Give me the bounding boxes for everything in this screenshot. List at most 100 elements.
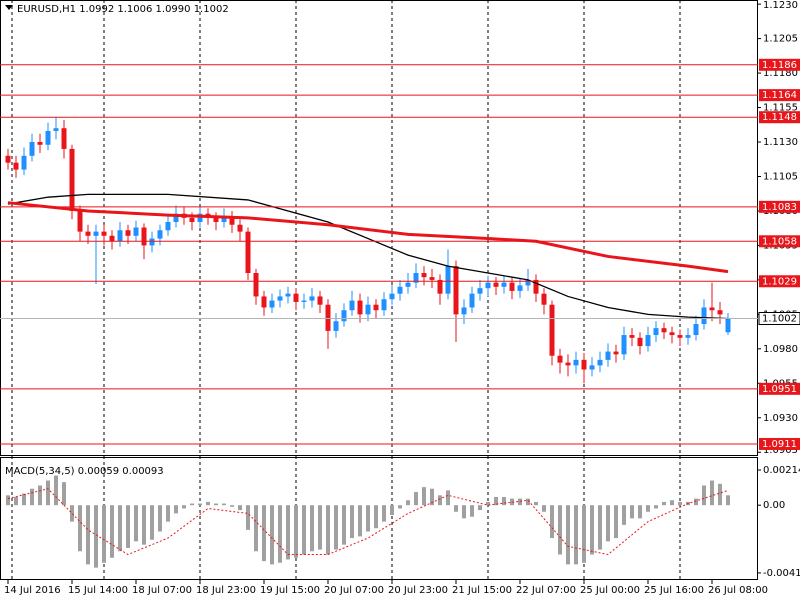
macd-bar <box>414 492 418 506</box>
y-tick-label: 1.0930 <box>763 413 798 424</box>
candle-body <box>5 155 11 163</box>
macd-bar <box>342 505 346 545</box>
macd-bar <box>638 505 642 519</box>
candle-body <box>285 293 291 297</box>
candle-body <box>477 288 483 294</box>
macd-bar <box>118 505 122 552</box>
y-tick-label: 1.0905 <box>763 445 798 456</box>
candle-body <box>429 277 435 280</box>
y-tick-label: 0.00 <box>763 500 785 511</box>
macd-bar <box>222 503 226 506</box>
candle-body <box>309 296 315 301</box>
macd-bar <box>22 493 26 506</box>
candle-body <box>501 282 507 287</box>
macd-bar <box>350 505 354 539</box>
candle-body <box>221 216 227 222</box>
candle-body <box>37 142 43 145</box>
macd-bar <box>230 505 234 507</box>
moving-average <box>7 201 729 274</box>
level-label-box <box>759 382 800 395</box>
candle-body <box>261 296 267 308</box>
candle-body <box>325 304 331 331</box>
candle-body <box>693 324 699 336</box>
candle-body <box>165 221 171 231</box>
macd-bar <box>382 505 386 522</box>
chart-title: EURUSD,H1 1.0992 1.1006 1.0990 1.1002 <box>17 4 229 15</box>
candle-body <box>85 231 91 236</box>
candle-body <box>685 335 691 338</box>
macd-bar <box>278 505 282 563</box>
level-label-box <box>759 200 800 213</box>
macd-bar <box>486 501 490 506</box>
candle-body <box>197 213 203 222</box>
macd-bar <box>606 505 610 542</box>
macd-bar <box>454 505 458 512</box>
macd-bar <box>286 505 290 560</box>
candle-body <box>317 296 323 305</box>
candle-body <box>173 213 179 222</box>
macd-bar <box>534 501 538 506</box>
candle-body <box>357 300 363 315</box>
candle-body <box>725 318 731 333</box>
candle-body <box>621 335 627 355</box>
candle-body <box>237 224 243 232</box>
level-label: 1.1186 <box>762 60 797 71</box>
candle-body <box>509 282 515 291</box>
macd-bar <box>374 505 378 529</box>
candle-body <box>461 307 467 315</box>
macd-bar <box>662 501 666 506</box>
x-tick-label: 26 Jul 08:00 <box>708 585 768 596</box>
macd-bar <box>694 498 698 506</box>
candle-body <box>381 299 387 311</box>
macd-bar <box>262 505 266 562</box>
level-label-box <box>759 58 800 71</box>
y-tick-label: 1.1130 <box>763 137 798 148</box>
macd-bar <box>710 480 714 506</box>
candle-body <box>365 304 371 315</box>
candle-body <box>245 231 251 273</box>
y-tick-label: 1.0980 <box>763 344 798 355</box>
macd-bar <box>102 505 106 563</box>
candle-body <box>485 282 491 289</box>
candle-body <box>125 230 131 236</box>
x-tick-label: 19 Jul 15:00 <box>260 585 320 596</box>
candle-body <box>413 273 419 283</box>
macd-bar <box>254 505 258 552</box>
macd-bar <box>302 505 306 555</box>
macd-bar <box>158 505 162 532</box>
macd-bar <box>614 505 618 539</box>
macd-title: MACD(5,34,5) 0.00059 0.00093 <box>5 466 164 477</box>
candle-body <box>661 328 667 333</box>
y-tick-label: -0.00412 <box>763 568 800 579</box>
level-label-box <box>759 275 800 288</box>
candle-body <box>597 359 603 366</box>
candle-body <box>389 293 395 300</box>
moving-average <box>7 193 729 320</box>
candle-body <box>61 128 67 149</box>
candle-body <box>117 230 123 242</box>
candle-body <box>677 335 683 338</box>
macd-bar <box>398 505 402 509</box>
candle-body <box>637 337 643 347</box>
macd-bar <box>582 505 586 563</box>
candle-body <box>581 359 587 370</box>
x-tick-label: 20 Jul 23:00 <box>388 585 448 596</box>
macd-bar <box>390 505 394 516</box>
candle-body <box>213 217 219 222</box>
candle-body <box>437 279 443 294</box>
macd-bar <box>110 505 114 558</box>
candle-body <box>109 235 115 242</box>
x-tick-label: 14 Jul 2016 <box>4 585 61 596</box>
macd-bar <box>142 505 146 545</box>
level-label: 1.1083 <box>762 202 797 213</box>
macd-bar <box>502 496 506 506</box>
macd-bar <box>422 487 426 506</box>
macd-bar <box>190 503 194 506</box>
level-label: 1.1148 <box>762 112 797 123</box>
candle-body <box>141 227 147 246</box>
macd-bar <box>446 490 450 506</box>
candle-body <box>557 355 563 363</box>
macd-bar <box>38 485 42 506</box>
macd-bar <box>702 485 706 506</box>
